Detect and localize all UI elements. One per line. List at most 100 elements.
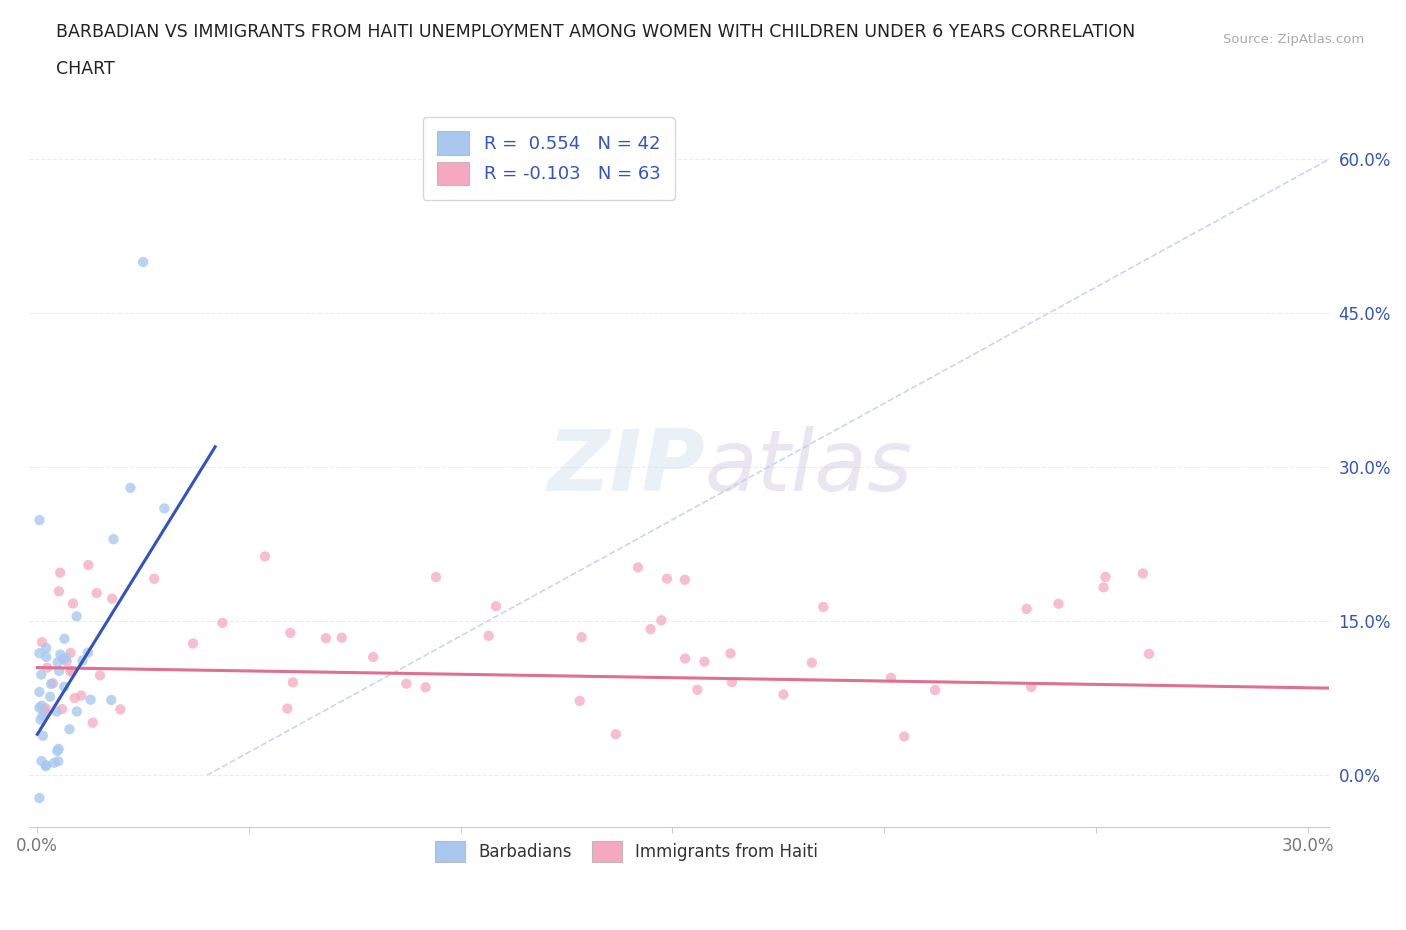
Point [143,571,166,586]
Point [63,691,86,706]
Point [28,790,51,805]
Point [395,676,418,691]
Point [120,481,142,496]
Point [31,698,53,713]
Point [627,560,650,575]
Point [1015,602,1038,617]
Point [53,679,76,694]
Point [77,558,100,573]
Point [53,631,76,646]
Point [32,728,55,743]
Point [30,667,52,682]
Point [55,651,77,666]
Point [39,689,62,704]
Point [77,645,100,660]
Point [59,645,82,660]
Point [813,600,835,615]
Point [31,634,53,649]
Point [800,656,823,671]
Point [1094,569,1116,584]
Point [55,654,77,669]
Point [478,629,501,644]
Point [35,759,58,774]
Point [605,726,627,741]
Point [361,649,384,664]
Point [276,701,298,716]
Point [37,660,59,675]
Point [89,668,111,683]
Point [181,636,204,651]
Point [103,532,125,547]
Point [28,700,51,715]
Point [30,712,52,727]
Point [49,647,72,662]
Point [100,693,122,708]
Point [281,675,304,690]
Point [32,702,55,717]
Point [1019,680,1042,695]
Point [72,653,94,668]
Point [28,901,51,916]
Point [110,702,132,717]
Text: Source: ZipAtlas.com: Source: ZipAtlas.com [1223,33,1364,46]
Text: CHART: CHART [56,60,115,78]
Point [34,701,56,716]
Point [70,688,93,703]
Point [46,754,69,769]
Point [485,599,508,614]
Point [31,708,53,723]
Point [720,646,742,661]
Point [640,621,662,636]
Point [1132,566,1154,581]
Text: atlas: atlas [704,426,912,509]
Point [48,584,70,599]
Point [35,758,58,773]
Point [49,565,72,580]
Point [42,755,65,770]
Point [315,631,337,645]
Point [893,729,915,744]
Point [278,625,301,640]
Point [30,753,52,768]
Point [721,674,744,689]
Point [655,571,678,586]
Point [51,701,73,716]
Point [153,501,176,516]
Point [1047,596,1070,611]
Point [132,255,155,270]
Legend: Barbadians, Immigrants from Haiti: Barbadians, Immigrants from Haiti [429,834,825,869]
Text: BARBADIAN VS IMMIGRANTS FROM HAITI UNEMPLOYMENT AMONG WOMEN WITH CHILDREN UNDER : BARBADIAN VS IMMIGRANTS FROM HAITI UNEMP… [56,23,1136,41]
Point [415,680,437,695]
Point [42,676,65,691]
Point [211,616,233,631]
Point [62,596,84,611]
Point [46,744,69,759]
Point [686,683,709,698]
Point [673,651,696,666]
Point [253,549,276,564]
Point [59,664,82,679]
Point [38,831,60,846]
Point [58,722,80,737]
Point [101,591,124,606]
Point [330,631,353,645]
Point [82,715,104,730]
Point [1137,646,1160,661]
Point [28,645,51,660]
Point [65,609,87,624]
Point [880,671,903,685]
Point [52,652,75,667]
Point [46,655,69,670]
Point [34,705,56,720]
Point [571,630,593,644]
Point [79,692,101,707]
Point [39,676,62,691]
Point [693,654,716,669]
Point [924,683,946,698]
Point [66,704,89,719]
Point [673,572,696,587]
Point [28,512,51,527]
Point [28,684,51,699]
Point [45,704,67,719]
Point [86,586,108,601]
